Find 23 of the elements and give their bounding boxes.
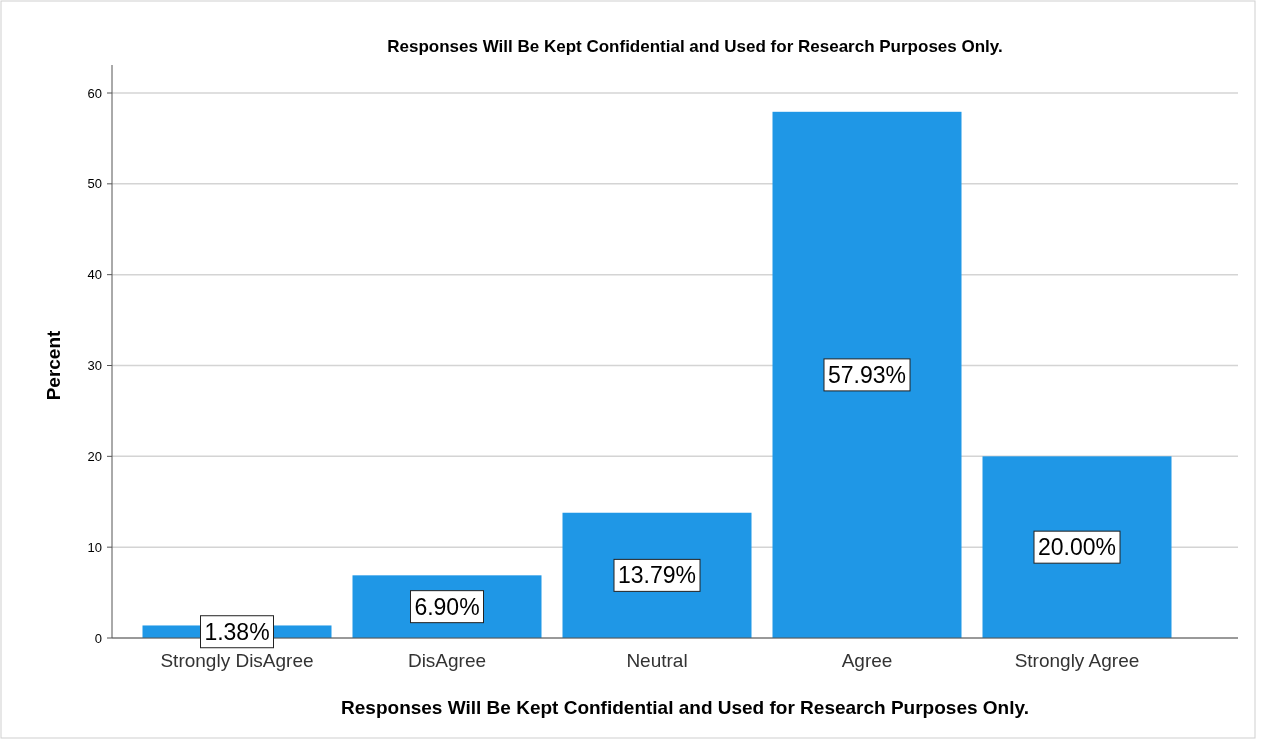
y-tick-label: 10 xyxy=(87,539,102,555)
bar xyxy=(982,456,1172,638)
chart-title: Responses Will Be Kept Confidential and Used for Research Purposes Only. xyxy=(387,37,1003,56)
data-label: 13.79% xyxy=(617,562,697,589)
y-tick-label: 60 xyxy=(87,85,102,101)
data-label: 6.90% xyxy=(414,593,480,620)
x-axis-title: Responses Will Be Kept Confidential and Used for Research Purposes Only. xyxy=(341,697,1029,718)
data-label: 57.93% xyxy=(827,361,907,388)
x-tick-label: Strongly DisAgree xyxy=(160,650,314,671)
data-label: 1.38% xyxy=(204,618,270,645)
bar xyxy=(562,512,752,638)
y-tick-label: 20 xyxy=(87,448,102,464)
x-tick-label: Agree xyxy=(841,650,893,671)
y-tick-label: 40 xyxy=(87,267,102,283)
y-tick-label: 0 xyxy=(94,630,102,646)
x-tick-label: Strongly Agree xyxy=(1014,650,1140,671)
x-tick-label: DisAgree xyxy=(407,650,487,671)
y-axis-title: Percent xyxy=(43,329,64,401)
bar xyxy=(772,111,962,638)
y-tick-label: 30 xyxy=(87,358,102,374)
y-tick-label: 50 xyxy=(87,176,102,192)
x-tick-label: Neutral xyxy=(626,650,688,671)
data-label: 20.00% xyxy=(1037,534,1117,561)
